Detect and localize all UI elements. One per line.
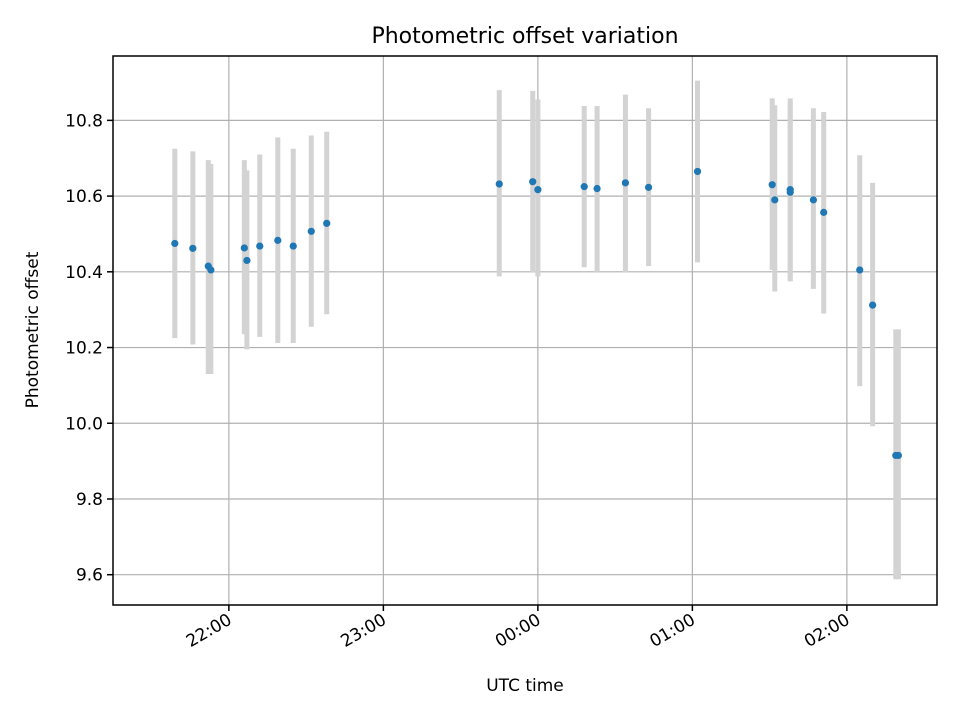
- data-point: [534, 186, 542, 194]
- chart-title: Photometric offset variation: [371, 24, 678, 49]
- data-point: [307, 227, 315, 235]
- data-point: [580, 183, 588, 191]
- data-point: [894, 451, 902, 460]
- data-point: [256, 242, 264, 250]
- point-layer: [171, 167, 902, 460]
- grid-layer: [113, 56, 937, 605]
- y-axis-label: Photometric offset: [23, 251, 43, 408]
- y-tick-label: 10.4: [65, 263, 103, 283]
- data-point: [323, 219, 331, 227]
- data-point: [809, 196, 818, 204]
- data-point: [768, 181, 776, 189]
- data-point: [529, 178, 537, 186]
- data-point: [693, 167, 702, 176]
- x-axis-label: UTC time: [486, 676, 564, 696]
- plot-frame: [112, 55, 938, 606]
- data-point: [289, 242, 297, 250]
- y-tick-label: 9.8: [76, 490, 103, 510]
- y-tick-label: 9.6: [76, 566, 103, 586]
- data-point: [869, 301, 877, 309]
- data-point: [786, 188, 794, 196]
- data-point: [645, 183, 653, 191]
- data-point: [171, 239, 179, 248]
- data-point: [189, 244, 197, 252]
- data-point: [495, 180, 503, 188]
- y-tick-label: 10.2: [65, 339, 103, 359]
- data-point: [593, 184, 601, 193]
- data-point: [243, 256, 251, 265]
- data-point: [856, 266, 864, 274]
- data-point: [274, 236, 282, 244]
- y-tick-label: 10.0: [65, 414, 103, 434]
- data-point: [240, 244, 248, 252]
- y-tick-label: 10.6: [65, 187, 103, 207]
- data-point: [820, 208, 828, 216]
- y-tick-label: 10.8: [65, 111, 103, 131]
- data-point: [621, 179, 630, 187]
- data-point: [207, 266, 215, 274]
- data-point: [771, 196, 779, 204]
